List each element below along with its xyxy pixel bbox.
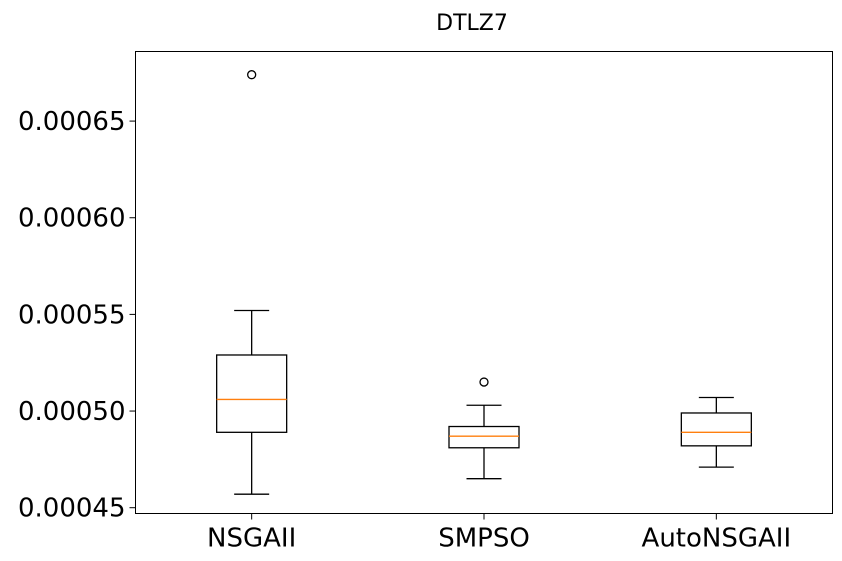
chart-title: DTLZ7: [436, 11, 508, 36]
y-tick-label: 0.00050: [18, 397, 126, 427]
x-tick-label: SMPSO: [438, 524, 530, 554]
y-tick-label: 0.00060: [18, 204, 126, 234]
box-iqr: [216, 354, 288, 433]
box-iqr: [680, 412, 752, 447]
x-tick-label: NSGAII: [207, 524, 296, 554]
box-iqr: [448, 425, 520, 449]
plot-frame: [135, 51, 833, 514]
x-axis: NSGAII SMPSO AutoNSGAII: [207, 513, 792, 554]
box-group: [216, 70, 288, 495]
box-group: [680, 396, 752, 468]
y-axis: 0.00045 0.00050 0.00055 0.00060 0.00065: [18, 107, 136, 524]
outlier-point: [247, 70, 257, 80]
y-tick-label: 0.00045: [18, 494, 126, 524]
y-tick-label: 0.00065: [18, 107, 126, 137]
x-tick-label: AutoNSGAII: [642, 524, 792, 554]
outlier-point: [479, 377, 489, 387]
box-group: [448, 377, 520, 480]
y-tick-label: 0.00055: [18, 300, 126, 330]
boxes: [216, 70, 752, 495]
